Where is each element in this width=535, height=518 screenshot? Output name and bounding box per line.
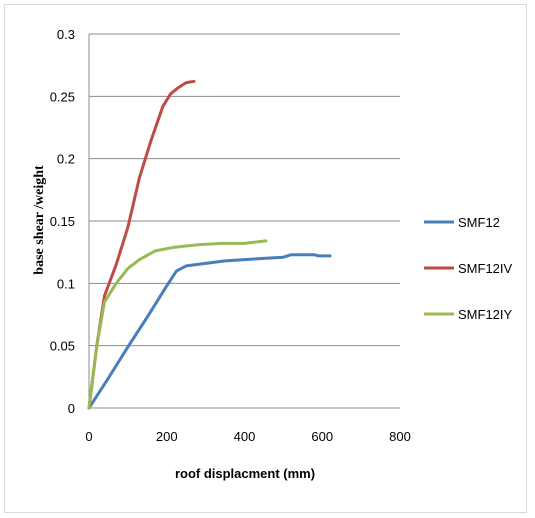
y-tick-label: 0.05	[50, 339, 75, 354]
x-tick-label: 200	[156, 429, 178, 444]
series-line-smf12	[87, 253, 332, 410]
series-line-smf12iy	[87, 239, 268, 410]
legend: SMF12 SMF12IV SMF12IY	[424, 215, 513, 322]
axes	[88, 34, 400, 409]
x-tick-label: 0	[85, 429, 92, 444]
series-line-smf12iv	[87, 79, 196, 410]
legend-label: SMF12	[458, 215, 500, 230]
x-tick-label: 800	[389, 429, 411, 444]
legend-label: SMF12IV	[458, 261, 513, 276]
legend-label: SMF12IY	[458, 307, 513, 322]
y-tick-label: 0.3	[57, 27, 75, 42]
y-tick-label: 0.1	[57, 276, 75, 291]
x-tick-label: 400	[234, 429, 256, 444]
grid-lines	[89, 33, 400, 347]
y-tick-label: 0.25	[50, 89, 75, 104]
y-tick-labels: 0 0.05 0.1 0.15 0.2 0.25 0.3	[50, 27, 75, 416]
x-tick-label: 600	[311, 429, 333, 444]
y-tick-label: 0.2	[57, 152, 75, 167]
x-axis-title: roof displacment (mm)	[175, 466, 315, 481]
y-tick-label: 0	[68, 401, 75, 416]
y-axis-title: base shear /weight	[32, 165, 47, 275]
x-tick-labels: 0 200 400 600 800	[85, 429, 410, 444]
y-tick-label: 0.15	[50, 214, 75, 229]
series-lines	[87, 79, 332, 410]
